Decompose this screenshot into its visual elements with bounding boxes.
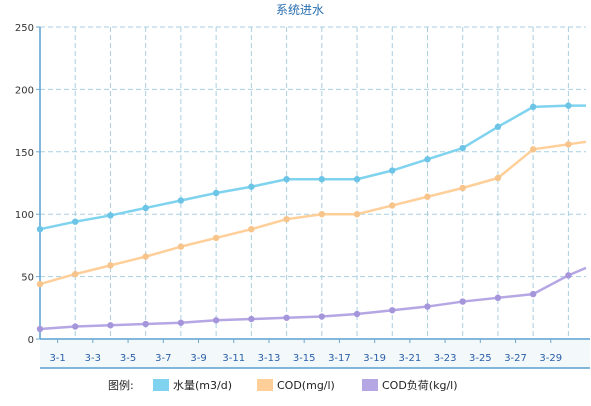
data-point — [37, 226, 43, 232]
series-group — [37, 102, 586, 332]
data-point — [142, 253, 148, 259]
data-point — [107, 322, 113, 328]
data-point — [460, 185, 466, 191]
legend: 图例: 水量(m3/d) COD(mg/l) COD负荷(kg/l) — [108, 378, 458, 392]
y-tick-label: 0 — [28, 335, 34, 346]
data-point — [107, 212, 113, 218]
data-point — [389, 202, 395, 208]
data-point — [389, 167, 395, 173]
y-tick-label: 100 — [15, 210, 34, 221]
x-tick-label: 3-5 — [120, 353, 136, 364]
data-point — [530, 146, 536, 152]
data-point — [72, 323, 78, 329]
x-tick-label: 3-3 — [85, 353, 101, 364]
data-point — [248, 184, 254, 190]
data-point — [37, 281, 43, 287]
data-point — [565, 141, 571, 147]
data-point — [283, 176, 289, 182]
legend-swatch — [153, 379, 169, 391]
data-point — [72, 218, 78, 224]
data-point — [213, 317, 219, 323]
data-point — [319, 313, 325, 319]
data-point — [460, 145, 466, 151]
x-tick-label: 3-29 — [539, 353, 562, 364]
data-point — [37, 326, 43, 332]
x-tick-label: 3-7 — [155, 353, 171, 364]
data-point — [389, 307, 395, 313]
x-tick-label: 3-27 — [504, 353, 527, 364]
data-point — [565, 272, 571, 278]
y-tick-label: 150 — [15, 148, 34, 159]
data-point — [424, 303, 430, 309]
data-point — [283, 216, 289, 222]
data-point — [565, 102, 571, 108]
data-point — [178, 243, 184, 249]
grid — [40, 27, 586, 339]
data-point — [319, 176, 325, 182]
legend-label: COD(mg/l) — [277, 379, 335, 392]
data-point — [248, 226, 254, 232]
data-point — [354, 176, 360, 182]
data-point — [107, 262, 113, 268]
legend-prefix: 图例: — [108, 378, 134, 392]
x-tick-label: 3-23 — [434, 353, 457, 364]
y-tick-label: 200 — [15, 85, 34, 96]
data-point — [178, 320, 184, 326]
data-point — [354, 311, 360, 317]
x-tick-label: 3-15 — [293, 353, 316, 364]
data-point — [178, 197, 184, 203]
y-axis-ticks: 0 50 100 150 200 250 — [15, 23, 40, 346]
y-tick-label: 50 — [21, 273, 34, 284]
data-point — [142, 205, 148, 211]
legend-swatch — [257, 379, 273, 391]
data-point — [530, 291, 536, 297]
data-point — [213, 235, 219, 241]
data-point — [213, 190, 219, 196]
x-tick-label: 3-1 — [49, 353, 65, 364]
x-tick-label: 3-11 — [222, 353, 245, 364]
x-tick-label: 3-21 — [399, 353, 422, 364]
data-point — [142, 321, 148, 327]
legend-label: COD负荷(kg/l) — [382, 378, 458, 392]
data-point — [460, 298, 466, 304]
data-point — [495, 175, 501, 181]
data-point — [354, 211, 360, 217]
y-tick-label: 250 — [15, 23, 34, 34]
data-point — [319, 211, 325, 217]
x-tick-label: 3-13 — [258, 353, 281, 364]
data-point — [424, 194, 430, 200]
x-tick-label: 3-25 — [469, 353, 492, 364]
chart-title: 系统进水 — [276, 3, 324, 17]
x-tick-label: 3-17 — [328, 353, 351, 364]
legend-swatch — [362, 379, 378, 391]
series-line-0 — [40, 106, 586, 230]
data-point — [424, 156, 430, 162]
data-point — [530, 104, 536, 110]
data-point — [283, 315, 289, 321]
x-tick-label: 3-9 — [190, 353, 206, 364]
data-point — [495, 124, 501, 130]
data-point — [248, 316, 254, 322]
data-point — [495, 295, 501, 301]
data-point — [72, 271, 78, 277]
legend-label: 水量(m3/d) — [173, 379, 232, 392]
x-tick-label: 3-19 — [363, 353, 386, 364]
